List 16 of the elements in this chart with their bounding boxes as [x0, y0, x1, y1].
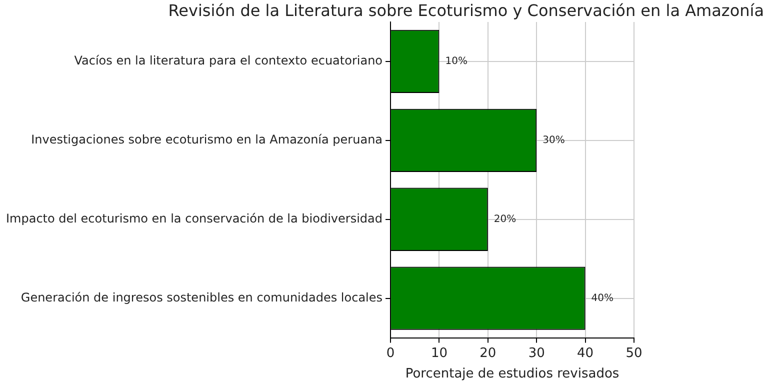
data-label: 40% — [591, 292, 614, 304]
y-tick-label: Impacto del ecoturismo en la conservación de la biodiversidad — [6, 212, 383, 226]
data-label: 30% — [542, 135, 565, 146]
data-label: 10% — [445, 56, 468, 68]
y-tick-label: Generación de ingresos sostenibles en comunidades locales — [20, 290, 383, 304]
x-tick-label: 10 — [430, 346, 448, 361]
x-tick-label: 0 — [386, 346, 395, 361]
x-tick-label: 30 — [528, 346, 545, 361]
x-tick-label: 50 — [626, 346, 642, 361]
y-tick-label: Vacíos en la literatura para el contexto ecuatoriano — [74, 54, 383, 68]
x-tick-label: 40 — [577, 346, 594, 361]
x-tick-label: 20 — [480, 346, 496, 361]
x-axis-title: Porcentaje de estudios revisados — [405, 366, 620, 382]
data-label: 20% — [494, 214, 516, 225]
y-tick-label: Investigaciones sobre ecoturismo en la Amazonía peruana — [31, 132, 383, 147]
chart-title: Revisión de la Literatura sobre Ecoturismo y Conservación en la Amazonía — [168, 1, 764, 20]
